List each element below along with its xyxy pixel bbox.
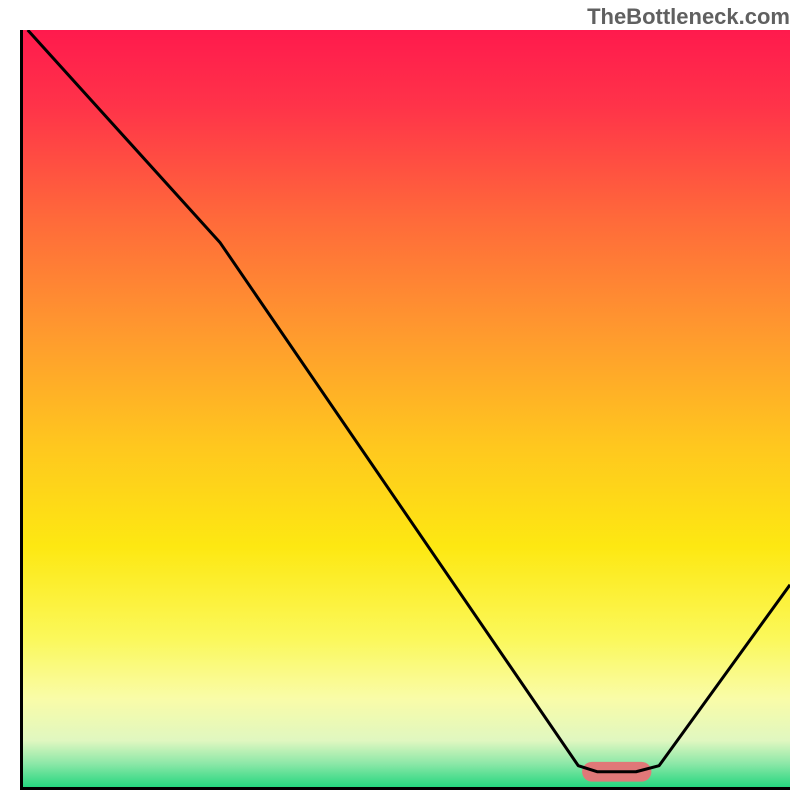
bottleneck-chart: [20, 30, 790, 790]
chart-container: TheBottleneck.com: [0, 0, 800, 800]
watermark-text: TheBottleneck.com: [587, 4, 790, 30]
chart-background: [20, 30, 790, 790]
